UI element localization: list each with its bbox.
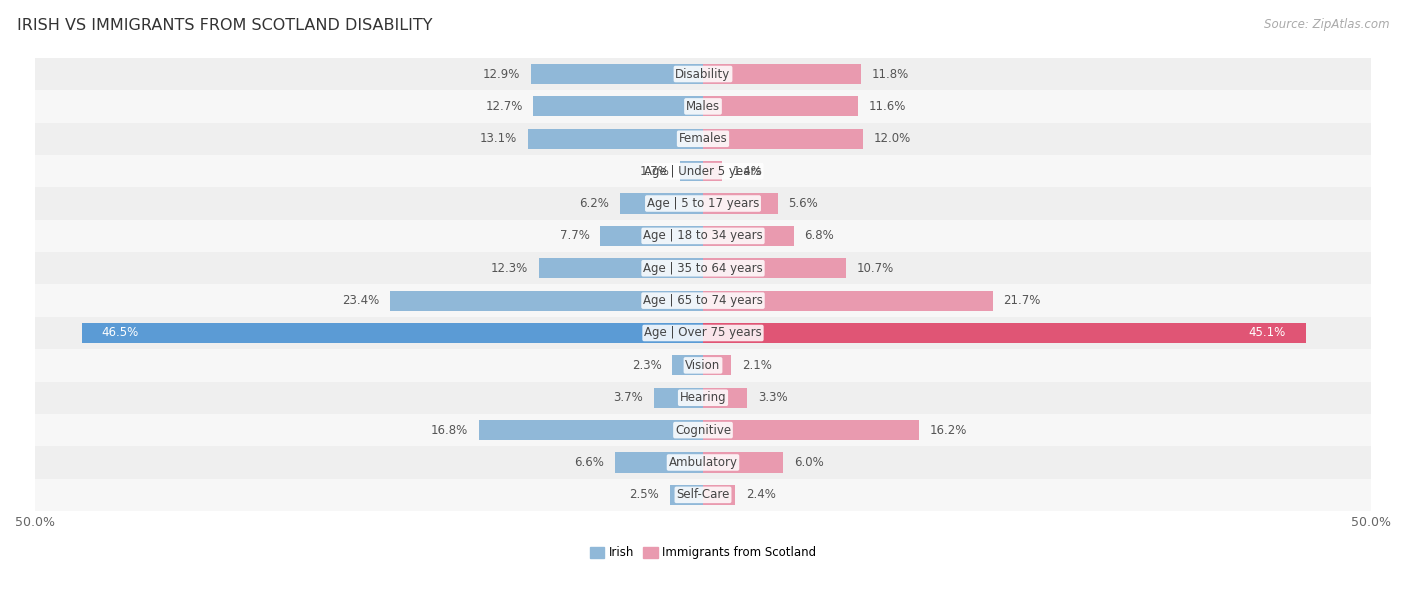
Text: 3.3%: 3.3% <box>758 391 787 405</box>
Bar <box>703 420 920 440</box>
Text: 6.0%: 6.0% <box>794 456 824 469</box>
Text: Males: Males <box>686 100 720 113</box>
Text: Source: ZipAtlas.com: Source: ZipAtlas.com <box>1264 18 1389 31</box>
Bar <box>82 323 703 343</box>
Text: Age | 35 to 64 years: Age | 35 to 64 years <box>643 262 763 275</box>
Bar <box>703 452 783 472</box>
Text: 2.4%: 2.4% <box>745 488 776 501</box>
Bar <box>529 129 703 149</box>
Bar <box>654 388 703 408</box>
Text: Ambulatory: Ambulatory <box>668 456 738 469</box>
Bar <box>35 414 1371 446</box>
Text: 12.3%: 12.3% <box>491 262 529 275</box>
Bar <box>478 420 703 440</box>
Text: 16.2%: 16.2% <box>931 424 967 436</box>
Text: 5.6%: 5.6% <box>789 197 818 210</box>
Bar <box>35 349 1371 381</box>
Text: Age | 65 to 74 years: Age | 65 to 74 years <box>643 294 763 307</box>
Text: 1.4%: 1.4% <box>733 165 762 177</box>
Text: IRISH VS IMMIGRANTS FROM SCOTLAND DISABILITY: IRISH VS IMMIGRANTS FROM SCOTLAND DISABI… <box>17 18 433 34</box>
Bar <box>35 479 1371 511</box>
Text: 21.7%: 21.7% <box>1004 294 1040 307</box>
Text: 23.4%: 23.4% <box>343 294 380 307</box>
Text: Vision: Vision <box>685 359 721 372</box>
Bar <box>35 58 1371 90</box>
Text: 11.8%: 11.8% <box>872 67 908 81</box>
Text: Cognitive: Cognitive <box>675 424 731 436</box>
Bar <box>35 187 1371 220</box>
Text: 45.1%: 45.1% <box>1249 326 1285 340</box>
Bar <box>703 96 858 116</box>
Bar <box>35 285 1371 317</box>
Text: 13.1%: 13.1% <box>479 132 517 145</box>
Bar <box>35 317 1371 349</box>
Text: 7.7%: 7.7% <box>560 230 589 242</box>
Bar <box>600 226 703 246</box>
Text: 46.5%: 46.5% <box>101 326 139 340</box>
Text: Females: Females <box>679 132 727 145</box>
Text: 10.7%: 10.7% <box>856 262 894 275</box>
Bar <box>703 356 731 375</box>
Bar <box>703 388 747 408</box>
Bar <box>533 96 703 116</box>
Bar <box>703 64 860 84</box>
Text: 1.7%: 1.7% <box>640 165 669 177</box>
Bar <box>35 155 1371 187</box>
Bar <box>681 161 703 181</box>
Bar <box>614 452 703 472</box>
Bar <box>391 291 703 311</box>
Text: Hearing: Hearing <box>679 391 727 405</box>
Bar <box>703 193 778 214</box>
Bar <box>703 258 846 278</box>
Bar <box>703 161 721 181</box>
Bar <box>703 485 735 505</box>
Text: Age | Under 5 years: Age | Under 5 years <box>644 165 762 177</box>
Bar <box>538 258 703 278</box>
Text: 12.7%: 12.7% <box>485 100 523 113</box>
Text: 11.6%: 11.6% <box>869 100 905 113</box>
Bar <box>35 381 1371 414</box>
Bar <box>703 323 1306 343</box>
Text: 6.2%: 6.2% <box>579 197 609 210</box>
Text: 2.3%: 2.3% <box>631 359 662 372</box>
Text: 16.8%: 16.8% <box>430 424 468 436</box>
Text: 6.6%: 6.6% <box>574 456 605 469</box>
Bar <box>35 252 1371 285</box>
Bar <box>703 291 993 311</box>
Bar <box>672 356 703 375</box>
Bar <box>35 220 1371 252</box>
Text: 6.8%: 6.8% <box>804 230 834 242</box>
Text: 12.9%: 12.9% <box>482 67 520 81</box>
Bar <box>35 446 1371 479</box>
Text: Age | 18 to 34 years: Age | 18 to 34 years <box>643 230 763 242</box>
Text: Self-Care: Self-Care <box>676 488 730 501</box>
Text: 12.0%: 12.0% <box>875 132 911 145</box>
Text: 2.1%: 2.1% <box>742 359 772 372</box>
Bar <box>669 485 703 505</box>
Bar <box>35 90 1371 122</box>
Legend: Irish, Immigrants from Scotland: Irish, Immigrants from Scotland <box>585 542 821 564</box>
Bar <box>703 226 794 246</box>
Bar <box>703 129 863 149</box>
Bar <box>620 193 703 214</box>
Bar <box>530 64 703 84</box>
Text: Age | Over 75 years: Age | Over 75 years <box>644 326 762 340</box>
Text: Disability: Disability <box>675 67 731 81</box>
Text: Age | 5 to 17 years: Age | 5 to 17 years <box>647 197 759 210</box>
Text: 3.7%: 3.7% <box>613 391 643 405</box>
Bar <box>35 122 1371 155</box>
Text: 2.5%: 2.5% <box>628 488 659 501</box>
